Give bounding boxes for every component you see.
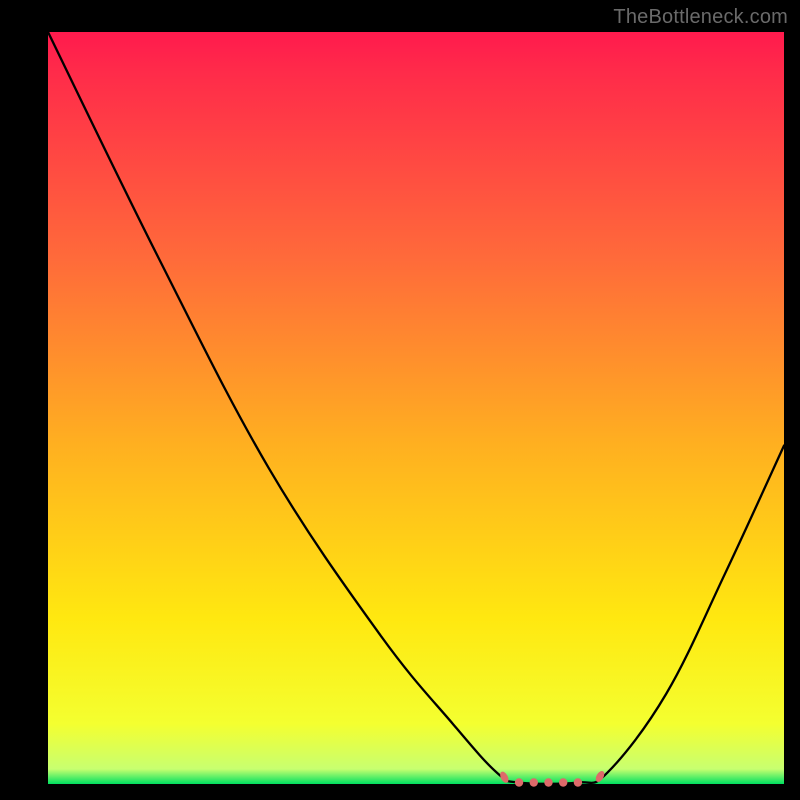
plot-area [48, 32, 784, 784]
curve-svg [48, 32, 784, 784]
bottleneck-curve [48, 32, 784, 784]
watermark-text: TheBottleneck.com [613, 6, 788, 29]
marker-dot [559, 778, 567, 786]
marker-dot [515, 778, 523, 786]
marker-group [498, 770, 606, 787]
marker-dot [574, 778, 582, 786]
marker-dot [544, 778, 552, 786]
marker-dot [530, 778, 538, 786]
